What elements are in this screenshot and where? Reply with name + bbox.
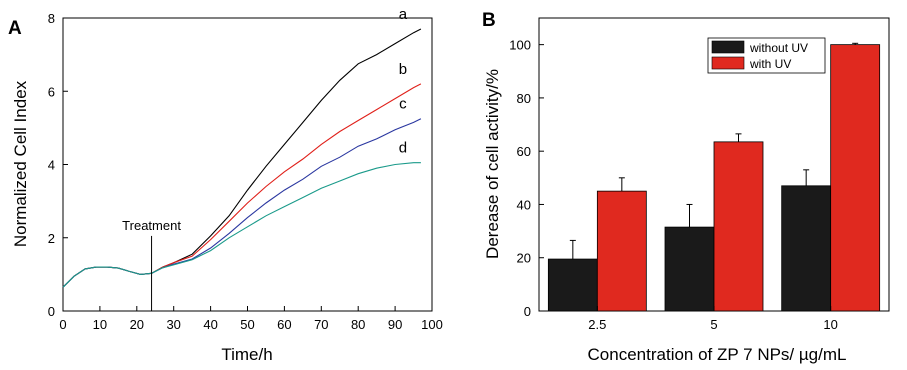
series-label-b: b [399,61,407,78]
x-tick-label-a: 70 [314,317,328,332]
y-tick-label-b: 80 [517,91,531,106]
y-tick-label-a: 2 [48,231,55,246]
y-axis-label-b: Derease of cell activity/% [483,69,502,259]
panel-a-label: A [8,18,22,39]
y-tick-label-b: 60 [517,144,531,159]
bar-with-uv [596,190,647,312]
y-tick-label-b: 20 [517,251,531,266]
y-tick-label-a: 0 [48,304,55,319]
series-line-a [62,28,422,288]
bar-without-uv [664,226,715,312]
x-axis-label-a: Time/h [221,345,272,364]
y-axis-label-a: Normalized Cell Index [11,80,30,247]
series-label-a: a [399,6,408,23]
series-line-c [62,118,422,288]
treatment-annotation: Treatment [122,218,181,233]
y-tick-label-a: 4 [48,158,55,173]
y-tick-label-b: 100 [509,38,531,53]
x-tick-label-a: 80 [351,317,365,332]
x-tick-label-a: 0 [59,317,66,332]
bar-with-uv [830,44,881,312]
legend-label: without UV [749,41,808,55]
plot-frame-a [62,17,433,312]
x-tick-label-a: 10 [93,317,107,332]
x-tick-label-a: 60 [277,317,291,332]
x-tick-label-a: 30 [166,317,180,332]
y-tick-label-b: 0 [524,304,531,319]
bar-without-uv [547,258,598,312]
x-axis-label-b: Concentration of ZP 7 NPs/ µg/mL [588,345,847,364]
series-label-d: d [399,140,407,157]
y-tick-label-a: 6 [48,84,55,99]
panel-b-label: B [482,10,496,31]
x-tick-label-b: 5 [710,317,717,332]
bar-without-uv [781,185,832,312]
y-tick-label-a: 8 [48,11,55,26]
x-tick-label-b: 2.5 [588,317,606,332]
series-label-c: c [399,96,407,113]
legend: without UV with UV [707,37,826,74]
x-tick-label-a: 40 [203,317,217,332]
series-line-d [62,162,421,288]
x-tick-label-a: 20 [130,317,144,332]
line-chart-panel-a: A 0 10 20 30 40 50 60 70 80 90 100 0 2 4 6 8 a b c d Trea… [8,6,443,364]
series-line-b [62,83,422,288]
bar-with-uv [713,141,764,312]
y-tick-label-b: 40 [517,197,531,212]
x-tick-label-a: 100 [421,317,443,332]
legend-swatch [711,56,745,70]
x-tick-label-a: 90 [388,317,402,332]
x-tick-label-b: 10 [823,317,837,332]
x-tick-label-a: 50 [240,317,254,332]
legend-swatch [711,40,745,54]
legend-label: with UV [749,57,791,71]
